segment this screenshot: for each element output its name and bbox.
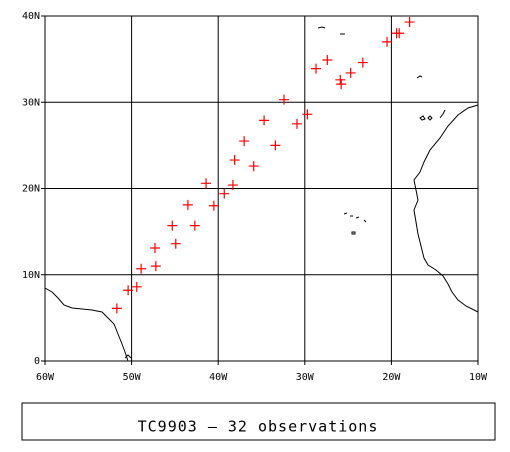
observation-marker — [292, 118, 303, 129]
chart-title: TC9903 — 32 observations — [138, 418, 379, 436]
observation-marker — [149, 243, 160, 254]
x-tick-label: 40W — [209, 372, 228, 383]
x-tick-label: 20W — [382, 372, 401, 383]
observation-marker — [302, 109, 313, 120]
south-america-coast — [44, 287, 129, 362]
observation-marker — [167, 220, 178, 231]
observation-marker — [335, 74, 346, 85]
observation-marker — [345, 67, 356, 78]
observation-marker — [229, 155, 240, 166]
observation-marker — [136, 263, 147, 274]
observation-marker — [189, 220, 200, 231]
observation-marker — [131, 281, 142, 292]
x-tick-label: 10W — [469, 372, 488, 383]
x-tick-label: 60W — [36, 372, 55, 383]
observation-marker — [382, 36, 393, 47]
y-tick-label: 20N — [22, 184, 40, 195]
y-tick-label: 30N — [22, 97, 40, 108]
observation-marker — [170, 238, 181, 249]
observation-marker — [219, 188, 230, 199]
observation-marker — [248, 161, 259, 172]
observation-marker — [201, 178, 212, 189]
observation-marker — [322, 54, 333, 65]
observation-marker — [259, 115, 270, 126]
y-tick-label: 40N — [22, 11, 40, 22]
observation-marker — [150, 261, 161, 272]
observation-marker — [111, 303, 122, 314]
y-tick-label: 0 — [34, 356, 40, 367]
observation-marker — [227, 180, 238, 191]
observation-marker — [239, 136, 250, 147]
x-tick-label: 30W — [296, 372, 315, 383]
observation-marker — [208, 200, 219, 211]
x-tick-label: 50W — [123, 372, 142, 383]
observation-marker — [404, 17, 415, 28]
islands — [124, 26, 446, 359]
observation-marker — [270, 140, 281, 151]
observation-marker — [336, 79, 347, 90]
observation-marker — [311, 63, 322, 74]
observation-marker — [182, 199, 193, 210]
coastlines — [44, 26, 479, 362]
y-tick-label: 10N — [22, 270, 40, 281]
title-box — [21, 402, 496, 441]
observation-marker — [123, 285, 134, 296]
africa-coast — [413, 104, 479, 313]
observation-marker — [279, 94, 290, 105]
observation-marker — [394, 28, 405, 39]
observation-marker — [357, 57, 368, 68]
